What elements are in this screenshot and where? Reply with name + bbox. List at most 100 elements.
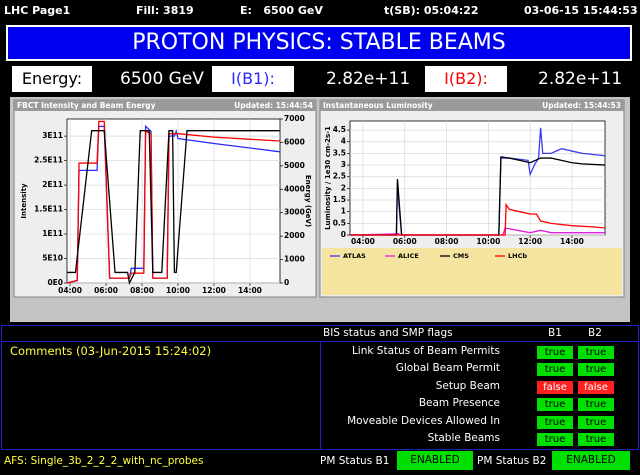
y-tick-label: 4 [341, 137, 346, 146]
x-tick-label: 10:00 [476, 237, 500, 246]
bis-flag: false [578, 380, 614, 394]
y-tick-label: 3 [341, 160, 346, 169]
x-tick-label: 14:00 [238, 286, 262, 295]
bis-flag: true [578, 346, 614, 359]
bis-label: Setup Beam [435, 379, 500, 392]
x-tick-label: 10:00 [166, 286, 190, 295]
fill: Fill: 3819 [136, 4, 194, 17]
bis-flag: true [578, 433, 614, 446]
bis-flag: true [578, 415, 614, 429]
pm-b2-status: ENABLED [552, 451, 630, 470]
chart-title: Instantaneous Luminosity [323, 101, 433, 110]
divider [320, 341, 321, 449]
x-tick-label: 08:00 [435, 237, 459, 246]
x-tick-label: 12:00 [202, 286, 226, 295]
chart-updated: Updated: 15:44:53 [542, 101, 621, 110]
y2-tick-label: 7000 [284, 114, 305, 123]
chart-updated: Updated: 15:44:54 [234, 101, 313, 110]
legend-label: CMS [453, 252, 469, 260]
plot-area [349, 120, 606, 236]
y2-tick-label: 1000 [284, 255, 305, 264]
pm-b1-status: ENABLED [397, 451, 473, 470]
pm-b2-label: PM Status B2 [477, 455, 547, 467]
bis-flag: true [537, 398, 573, 412]
b1-label: I(B1): [212, 66, 294, 92]
y2-axis-label: Energy (GeV) [304, 175, 312, 227]
bis-label: Global Beam Permit [395, 362, 500, 375]
x-tick-label: 08:00 [130, 286, 154, 295]
y-tick-label: 1 [341, 207, 346, 216]
x-tick-label: 04:00 [58, 286, 82, 295]
bis-label: Beam Presence [418, 397, 500, 410]
b2-intensity: 2.82e+11 [538, 69, 623, 89]
x-tick-label: 06:00 [94, 286, 118, 295]
y-tick-label: 1.5 [333, 195, 346, 204]
y-tick-label: 1E11 [42, 229, 63, 238]
bis-flag: true [578, 363, 614, 377]
chart-title-bar [14, 100, 316, 111]
y-tick-label: 0E0 [47, 278, 63, 287]
y2-tick-label: 3000 [284, 208, 305, 217]
pm-b1-label: PM Status B1 [320, 455, 390, 467]
y-tick-label: 2 [341, 183, 346, 192]
bis-flag: true [537, 433, 573, 446]
time-stable-beams: t(SB): 05:04:22 [384, 4, 479, 17]
legend [322, 248, 622, 295]
divider [1, 341, 638, 342]
afs: AFS: Single_3b_2_2_2_with_nc_probes [4, 455, 204, 467]
x-tick-label: 06:00 [393, 237, 417, 246]
bis-flag: true [578, 398, 614, 412]
bis-label: Link Status of Beam Permits [351, 345, 500, 357]
legend-label: LHCb [508, 252, 527, 260]
b1-intensity: 2.82e+11 [326, 69, 411, 89]
y-tick-label: 2.5 [333, 172, 346, 181]
y-axis-label: Luminosity / 1e30 cm-2s-1 [324, 126, 332, 230]
bis-flag: true [537, 415, 573, 429]
bis-label: Stable Beams [427, 432, 500, 444]
energy-header: E: 6500 GeV [240, 4, 323, 17]
series-line [66, 120, 281, 284]
bis-flag: true [537, 363, 573, 377]
y-tick-label: 3E11 [42, 131, 63, 140]
series-line [350, 202, 606, 236]
timestamp: 03-06-15 15:44:53 [524, 4, 638, 17]
y2-tick-label: 6000 [284, 137, 305, 146]
bis-column: B1 [548, 327, 562, 339]
y-tick-label: 0 [341, 230, 346, 239]
series-line [350, 156, 606, 236]
bis-title: BIS status and SMP flags [323, 327, 453, 339]
y2-tick-label: 5000 [284, 161, 305, 170]
status-frame [1, 325, 639, 450]
legend-label: ALICE [398, 252, 419, 260]
y-tick-label: 2.5E11 [34, 156, 63, 165]
y-tick-label: 0.5 [333, 218, 346, 227]
y2-tick-label: 4000 [284, 184, 305, 193]
energy-label: Energy: [12, 66, 92, 92]
bis-label: Moveable Devices Allowed In [347, 414, 500, 427]
y-tick-label: 2E11 [42, 180, 63, 189]
y-axis-label: Intensity [20, 183, 28, 219]
y-tick-label: 1.5E11 [34, 205, 63, 214]
x-tick-label: 04:00 [351, 237, 375, 246]
chart-title-bar [320, 100, 624, 111]
y-tick-label: 5E10 [42, 254, 63, 263]
banner: PROTON PHYSICS: STABLE BEAMS [6, 25, 632, 61]
bis-flag: true [537, 346, 573, 359]
energy-value: 6500 GeV [120, 69, 204, 89]
bis-flag: false [537, 380, 573, 394]
y2-tick-label: 2000 [284, 231, 305, 240]
chart-title: FBCT Intensity and Beam Energy [17, 101, 156, 110]
b2-label: I(B2): [425, 66, 507, 92]
x-tick-label: 14:00 [560, 237, 584, 246]
series-line [67, 130, 280, 286]
page-name: LHC Page1 [4, 4, 71, 17]
y2-tick-label: 0 [284, 278, 289, 287]
y-tick-label: 3.5 [333, 148, 346, 157]
y-tick-label: 4.5 [333, 125, 346, 134]
bis-column: B2 [588, 327, 602, 339]
legend-label: ATLAS [343, 252, 366, 260]
x-tick-label: 12:00 [518, 237, 542, 246]
comments: Comments (03-Jun-2015 15:24:02) [10, 344, 212, 358]
